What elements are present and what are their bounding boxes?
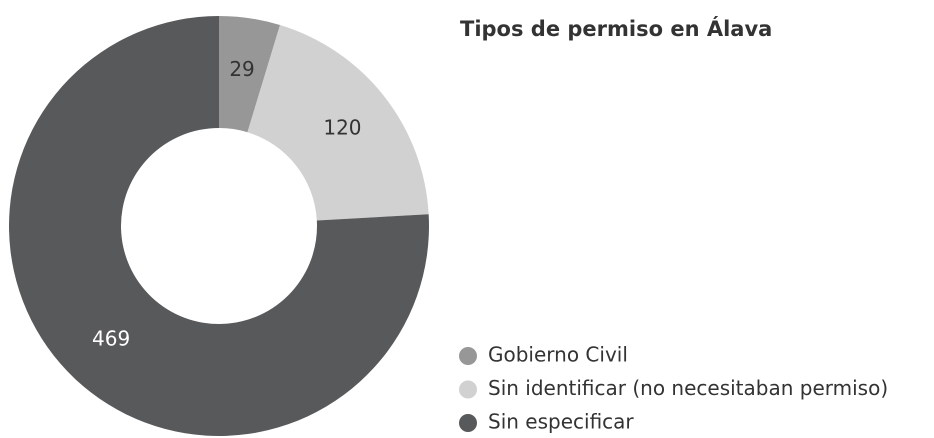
- data-label: 469: [92, 327, 130, 351]
- legend-swatch: [459, 414, 477, 432]
- legend-label: Sin especificar: [488, 410, 634, 434]
- legend-label: Gobierno Civil: [488, 343, 628, 367]
- donut-segment: [219, 16, 281, 133]
- data-label: 120: [323, 116, 361, 140]
- legend-swatch: [459, 380, 477, 399]
- donut-segment: [9, 16, 429, 436]
- chart-title: Tipos de permiso en Álava: [460, 16, 772, 41]
- data-label: 29: [229, 57, 254, 81]
- legend-swatch: [459, 347, 477, 365]
- legend-label: Sin identificar (no necesitaban permiso): [488, 376, 888, 400]
- donut-segment: [247, 25, 429, 221]
